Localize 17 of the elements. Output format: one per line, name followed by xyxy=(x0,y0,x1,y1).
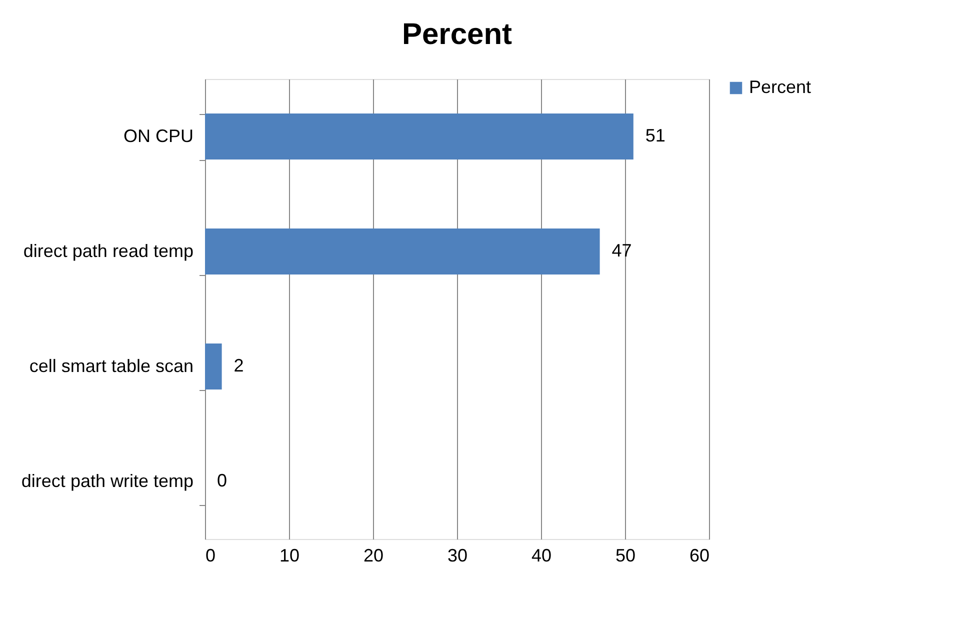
y-tick-label: ON CPU xyxy=(123,126,194,146)
x-tick-label: 10 xyxy=(279,546,300,566)
x-tick-label: 40 xyxy=(531,546,552,566)
legend-label: Percent xyxy=(749,77,812,97)
y-tick-label: direct path write temp xyxy=(21,471,194,491)
x-tick-label: 20 xyxy=(363,546,384,566)
x-tick-label: 0 xyxy=(206,546,216,566)
y-tick-label: cell smart table scan xyxy=(29,356,194,376)
data-label: 0 xyxy=(217,470,228,490)
x-tick-label: 30 xyxy=(447,546,468,566)
x-tick-label: 60 xyxy=(689,546,710,566)
y-tick-label: direct path read temp xyxy=(23,241,194,261)
data-label: 2 xyxy=(234,356,244,376)
data-label: 47 xyxy=(612,240,632,260)
x-tick-label: 50 xyxy=(615,546,636,566)
chart-title: Percent xyxy=(402,18,512,51)
data-label: 51 xyxy=(645,126,666,146)
